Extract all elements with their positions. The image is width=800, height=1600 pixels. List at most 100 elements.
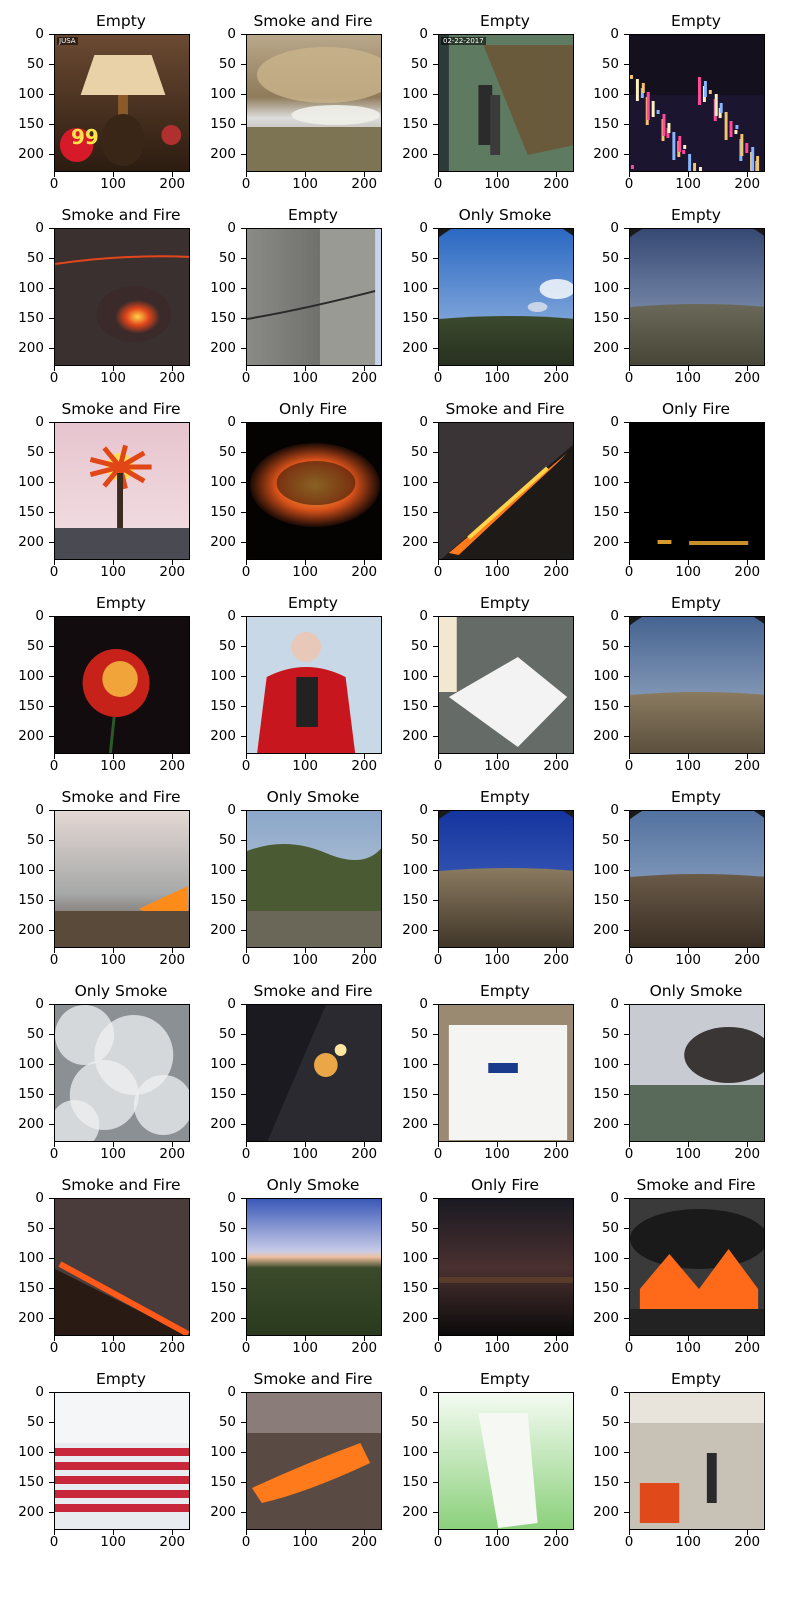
- x-tick-mark: [688, 1142, 690, 1147]
- x-tick-label: 0: [49, 176, 59, 192]
- x-tick-label: 100: [100, 1534, 127, 1550]
- x-tick-label: 100: [484, 952, 511, 968]
- y-tick-label: 200: [210, 1504, 236, 1520]
- y-tick-label: 50: [218, 56, 236, 72]
- x-tick-label: 200: [543, 564, 570, 580]
- y-tick-mark: [433, 64, 438, 65]
- image-panel: Empty 0 50 100 150 200 0 100 200: [384, 970, 584, 1164]
- y-tick-mark: [49, 348, 54, 349]
- y-tick-label: 200: [402, 534, 428, 550]
- x-tick-mark: [305, 1336, 307, 1341]
- image-overlay-text: 02-22-2017: [441, 37, 486, 45]
- image-panel: Only Fire 0 50 100 150 200 0 100 200: [192, 388, 392, 582]
- y-tick-mark: [49, 1392, 54, 1393]
- y-tick-label: 150: [593, 698, 619, 714]
- image-panel: Empty 0 50 100 150 200 0 100 200: [0, 1358, 200, 1552]
- y-tick-label: 200: [18, 534, 44, 550]
- y-tick-label: 0: [35, 802, 44, 818]
- image-title: Empty: [671, 12, 721, 30]
- image-title: Smoke and Fire: [445, 400, 565, 418]
- y-tick-label: 150: [402, 310, 428, 326]
- y-tick-mark: [241, 348, 246, 349]
- scene-image: [54, 422, 190, 560]
- x-tick-mark: [556, 948, 558, 953]
- x-tick-mark: [688, 366, 690, 371]
- x-tick-label: 200: [159, 1340, 186, 1356]
- y-tick-label: 0: [610, 1190, 619, 1206]
- y-tick-mark: [433, 482, 438, 483]
- x-tick-mark: [246, 560, 247, 565]
- y-tick-mark: [241, 1228, 246, 1229]
- x-tick-label: 0: [433, 1534, 443, 1550]
- y-tick-mark: [624, 452, 629, 453]
- y-tick-label: 50: [218, 832, 236, 848]
- x-tick-mark: [246, 948, 247, 953]
- y-tick-mark: [624, 930, 629, 931]
- x-tick-mark: [497, 366, 499, 371]
- y-tick-mark: [49, 422, 54, 423]
- y-tick-label: 100: [593, 86, 619, 102]
- y-tick-label: 100: [18, 280, 44, 296]
- y-tick-mark: [241, 1512, 246, 1513]
- scene-image: [438, 1004, 574, 1142]
- scene-image: [54, 228, 190, 366]
- x-tick-label: 200: [351, 564, 378, 580]
- y-tick-mark: [241, 840, 246, 841]
- y-tick-mark: [433, 288, 438, 289]
- y-tick-label: 50: [218, 250, 236, 266]
- y-tick-mark: [624, 422, 629, 423]
- y-tick-mark: [624, 64, 629, 65]
- y-tick-label: 50: [26, 638, 44, 654]
- y-tick-label: 50: [218, 1220, 236, 1236]
- y-tick-label: 50: [410, 1220, 428, 1236]
- x-tick-mark: [747, 366, 749, 371]
- y-tick-label: 0: [35, 996, 44, 1012]
- x-tick-mark: [747, 1530, 749, 1535]
- y-tick-mark: [241, 900, 246, 901]
- y-tick-label: 100: [593, 1056, 619, 1072]
- y-tick-label: 200: [402, 922, 428, 938]
- image-panel: Empty 0 50 100 150 200 0 100 200: [575, 1358, 775, 1552]
- y-tick-label: 0: [419, 414, 428, 430]
- x-tick-mark: [438, 172, 439, 177]
- image-panel: Only Smoke 0 50 100 150 200 0 100 200: [192, 1164, 392, 1358]
- y-tick-mark: [49, 1512, 54, 1513]
- x-tick-mark: [556, 1530, 558, 1535]
- scene-image: [438, 810, 574, 948]
- x-tick-mark: [246, 754, 247, 759]
- y-tick-mark: [49, 288, 54, 289]
- x-tick-label: 200: [543, 1534, 570, 1550]
- x-tick-mark: [246, 172, 247, 177]
- scene-image: [629, 1392, 765, 1530]
- y-tick-label: 200: [593, 1310, 619, 1326]
- x-tick-mark: [629, 560, 630, 565]
- x-tick-mark: [246, 1530, 247, 1535]
- y-tick-label: 200: [18, 146, 44, 162]
- y-tick-mark: [433, 1482, 438, 1483]
- y-tick-mark: [241, 94, 246, 95]
- y-tick-label: 50: [601, 250, 619, 266]
- x-tick-mark: [747, 172, 749, 177]
- x-tick-label: 200: [159, 370, 186, 386]
- image-panel: Smoke and Fire 0 50 100 150 200 0 100 200: [0, 776, 200, 970]
- x-tick-label: 200: [351, 1146, 378, 1162]
- image-title: Empty: [671, 206, 721, 224]
- y-tick-label: 50: [410, 638, 428, 654]
- y-tick-label: 150: [402, 698, 428, 714]
- x-tick-mark: [629, 366, 630, 371]
- y-tick-label: 50: [410, 444, 428, 460]
- image-title: Only Smoke: [266, 788, 360, 806]
- scene-image: [438, 422, 574, 560]
- y-tick-label: 200: [210, 146, 236, 162]
- y-tick-label: 200: [210, 1310, 236, 1326]
- image-panel: Only Smoke 0 50 100 150 200 0 100 200: [384, 194, 584, 388]
- image-title: Only Fire: [470, 1176, 540, 1194]
- x-tick-label: 100: [675, 952, 702, 968]
- x-tick-mark: [54, 1530, 55, 1535]
- y-tick-mark: [241, 154, 246, 155]
- y-tick-mark: [624, 348, 629, 349]
- y-tick-label: 100: [593, 1444, 619, 1460]
- x-tick-mark: [172, 1336, 174, 1341]
- y-tick-label: 0: [35, 414, 44, 430]
- image-panel: Empty 0 50 100 150 200 0 100 200: [384, 582, 584, 776]
